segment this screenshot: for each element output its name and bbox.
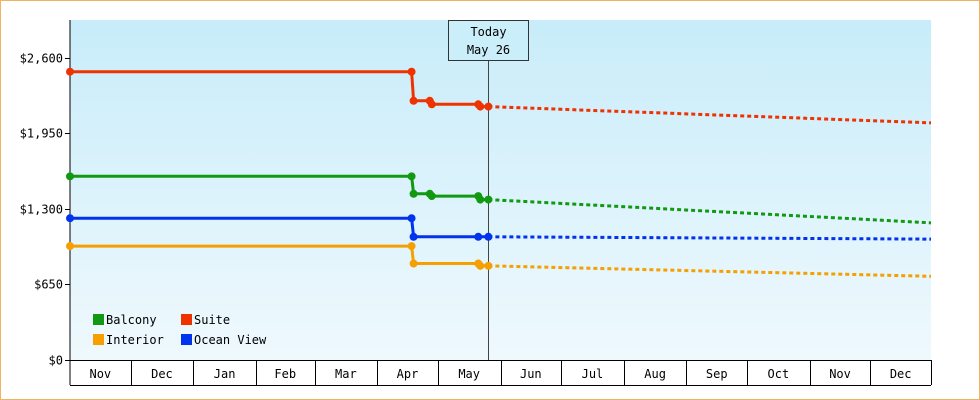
data-point-suite — [66, 67, 74, 76]
data-point-ocean-view — [407, 214, 416, 223]
legend-label-interior: Interior — [106, 333, 164, 347]
legend-label-balcony: Balcony — [106, 313, 157, 327]
x-tick-label: Dec — [151, 367, 173, 381]
data-point-suite — [409, 96, 418, 105]
data-point-balcony — [66, 172, 74, 181]
data-point-balcony — [409, 189, 418, 198]
legend-label-suite: Suite — [194, 313, 230, 327]
legend-swatch-suite — [181, 314, 192, 325]
x-tick-label: Jun — [520, 367, 542, 381]
series-line-ocean-view — [70, 216, 489, 239]
series-projection-balcony — [488, 198, 932, 225]
data-point-balcony — [484, 195, 493, 204]
data-point-ocean-view — [484, 232, 493, 241]
x-tick-label: Jul — [582, 367, 604, 381]
data-point-interior — [484, 261, 493, 270]
x-tick-label: Nov — [829, 367, 851, 381]
data-point-ocean-view — [66, 214, 74, 223]
x-tick-label: Nov — [89, 367, 111, 381]
series-projection-suite — [488, 105, 932, 125]
data-point-suite — [427, 100, 436, 109]
today-date-label: May 26 — [467, 43, 510, 57]
today-box — [448, 20, 529, 61]
plot-background — [70, 20, 931, 360]
series-projection-ocean-view — [488, 235, 932, 241]
y-tick-label: $2,600 — [20, 52, 63, 66]
data-point-interior — [407, 242, 416, 251]
data-point-suite — [484, 102, 493, 111]
data-point-interior — [66, 242, 74, 251]
data-point-suite — [407, 67, 416, 76]
x-tick-label: May — [458, 367, 480, 381]
data-point-balcony — [427, 192, 436, 201]
legend-label-ocean-view: Ocean View — [194, 333, 267, 347]
x-tick-label: Feb — [274, 367, 296, 381]
data-point-interior — [476, 261, 485, 270]
data-point-ocean-view — [474, 232, 483, 241]
data-point-balcony — [476, 195, 485, 204]
series-projection-interior — [488, 264, 932, 278]
legend-swatch-balcony — [93, 314, 104, 325]
y-tick-label: $0 — [49, 354, 63, 368]
x-tick-label: Oct — [768, 367, 790, 381]
legend-swatch-interior — [93, 334, 104, 345]
today-label: Today — [470, 25, 506, 39]
data-point-balcony — [407, 172, 416, 181]
x-tick-label: Sep — [706, 367, 728, 381]
legend-swatch-ocean-view — [181, 334, 192, 345]
x-tick-label: Dec — [890, 367, 912, 381]
data-point-suite — [476, 102, 485, 111]
data-point-interior — [409, 259, 418, 268]
data-point-ocean-view — [409, 232, 418, 241]
x-tick-label: Jan — [214, 367, 236, 381]
y-tick-label: $1,300 — [20, 203, 63, 217]
x-tick-label: Apr — [397, 367, 419, 381]
y-tick-label: $1,950 — [20, 127, 63, 141]
y-tick-label: $650 — [34, 278, 63, 292]
x-tick-label: Mar — [335, 367, 357, 381]
x-tick-label: Aug — [644, 367, 666, 381]
